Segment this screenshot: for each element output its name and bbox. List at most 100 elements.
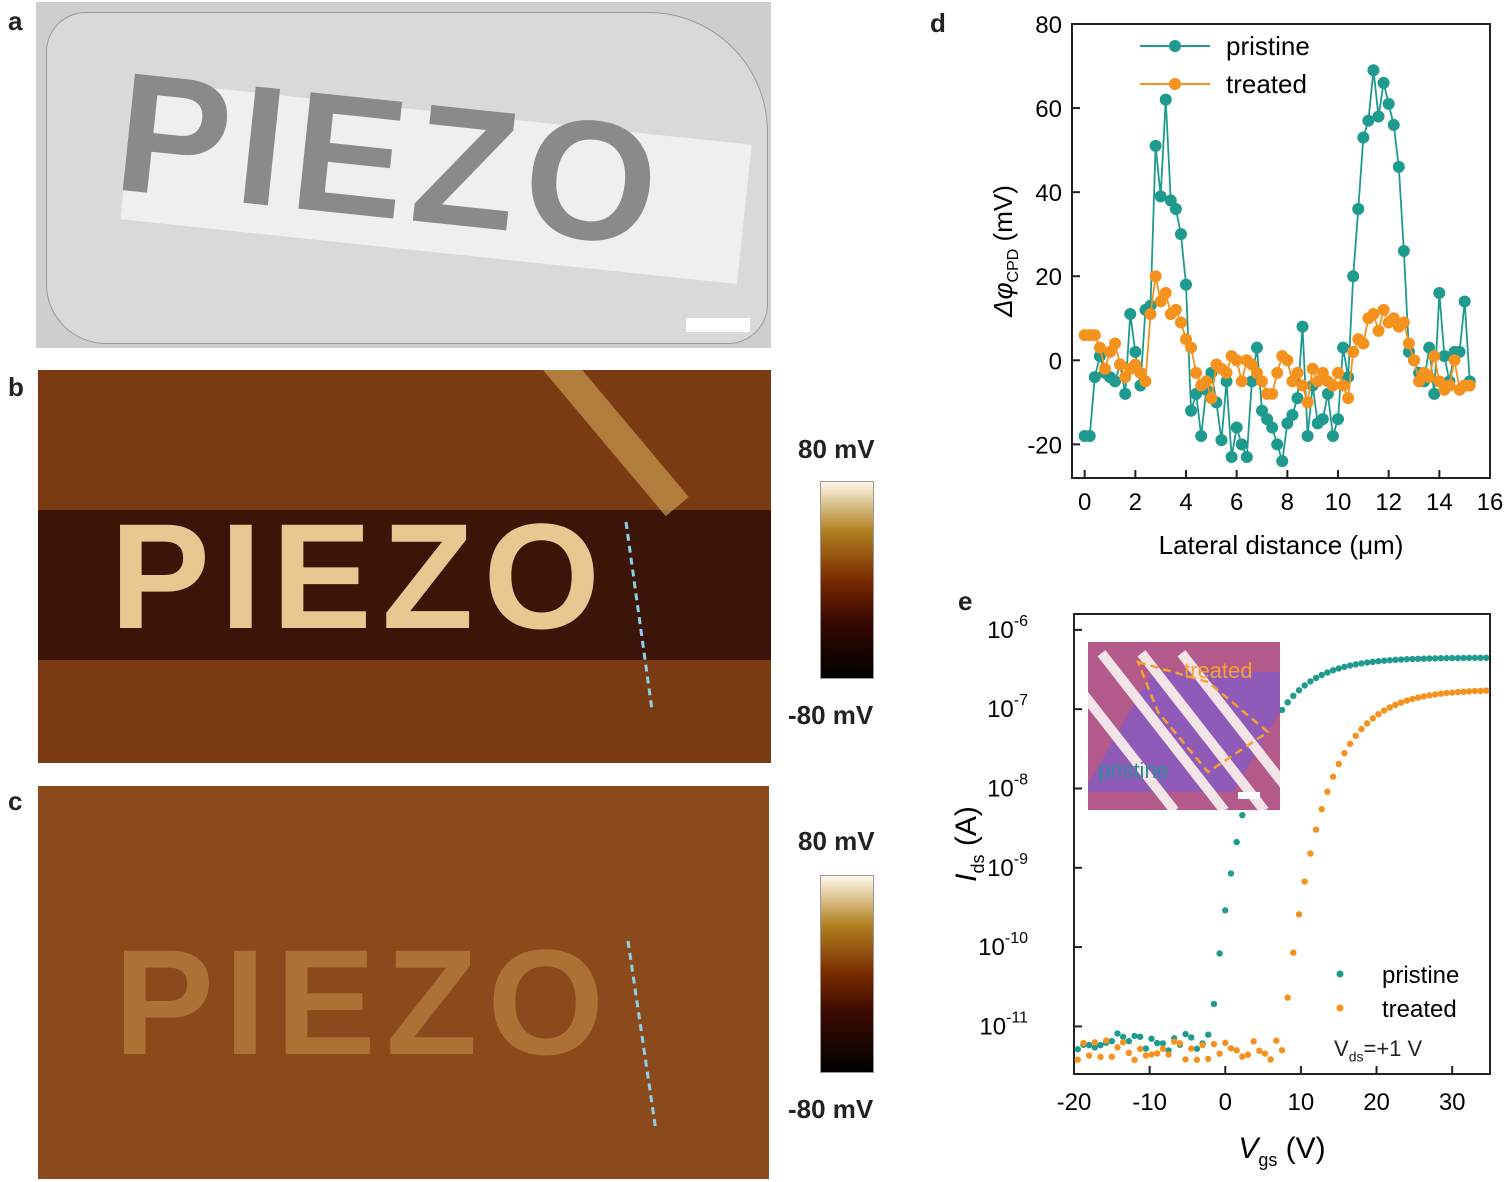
data-point-pristine: [1195, 429, 1208, 442]
data-point-pristine: [1301, 429, 1314, 442]
data-point-treated: [1149, 270, 1162, 283]
data-point-pristine: [1341, 663, 1348, 671]
data-point-treated: [1397, 699, 1405, 706]
data-point-treated: [1235, 375, 1248, 388]
data-point-treated: [1312, 826, 1320, 833]
colorbar-c: [820, 875, 874, 1073]
data-point-pristine: [1448, 654, 1456, 662]
data-point-pristine: [1159, 1040, 1167, 1047]
data-point-treated: [1454, 688, 1462, 696]
data-point-pristine: [1471, 654, 1479, 662]
data-point-treated: [1102, 1037, 1110, 1044]
data-point-treated: [1367, 308, 1380, 321]
data-point-pristine: [1431, 655, 1439, 662]
data-point-pristine: [1367, 64, 1380, 77]
y-tick-label: 10-10: [978, 930, 1028, 961]
data-point-pristine: [1091, 1044, 1098, 1051]
data-point-pristine: [1414, 655, 1422, 663]
data-point-treated: [1477, 687, 1484, 695]
y-tick-label: 10-8: [987, 771, 1028, 802]
x-tick-label: 30: [1439, 1089, 1466, 1116]
y-tick-label: 0: [1049, 348, 1062, 375]
data-point-treated: [1171, 1038, 1178, 1045]
data-point-treated: [1091, 1039, 1098, 1046]
data-point-treated: [1125, 1049, 1133, 1057]
data-point-pristine: [1271, 438, 1284, 451]
x-axis-label: Vgs (V): [1238, 1132, 1325, 1170]
data-point-treated: [1182, 1056, 1189, 1063]
data-point-pristine: [1324, 669, 1331, 676]
data-point-pristine: [1382, 97, 1395, 110]
data-point-pristine: [1409, 655, 1416, 663]
data-point-pristine: [1227, 870, 1235, 877]
data-point-pristine: [1085, 1041, 1093, 1049]
legend-label-pristine: pristine: [1382, 962, 1459, 989]
data-point-pristine: [1083, 429, 1096, 442]
legend-label-treated: treated: [1382, 996, 1457, 1023]
cbar-b-bottom: -80 mV: [788, 700, 874, 730]
data-point-treated: [1210, 1040, 1218, 1048]
data-point-treated: [1159, 1045, 1167, 1053]
data-point-pristine: [1326, 429, 1339, 442]
y-tick-label: 10-9: [987, 851, 1028, 882]
data-point-treated: [1342, 392, 1355, 405]
data-point-pristine: [1230, 421, 1243, 434]
cbar-c-bottom: -80 mV: [788, 1094, 874, 1124]
data-point-treated: [1307, 850, 1314, 857]
data-point-pristine: [1362, 114, 1375, 127]
data-point-pristine: [1454, 654, 1462, 662]
data-point-pristine: [1352, 202, 1365, 215]
x-tick-label: 6: [1230, 489, 1243, 516]
data-point-pristine: [1240, 450, 1253, 463]
data-point-pristine: [1357, 131, 1370, 144]
data-point-pristine: [1375, 658, 1382, 665]
data-point-treated: [1324, 788, 1331, 795]
x-tick-label: 2: [1129, 489, 1142, 516]
data-point-treated: [1074, 1056, 1081, 1063]
data-point-treated: [1483, 687, 1490, 694]
data-point-treated: [1357, 337, 1370, 350]
data-point-treated: [1267, 1056, 1274, 1063]
cbar-b-top: 80 mV: [798, 434, 875, 464]
data-point-pristine: [1347, 270, 1360, 283]
data-point-treated: [1318, 805, 1325, 813]
x-tick-label: 8: [1281, 489, 1294, 516]
data-point-treated: [1139, 375, 1152, 388]
data-point-pristine: [1174, 228, 1187, 241]
x-tick-label: 16: [1477, 489, 1504, 516]
data-point-pristine: [1233, 838, 1240, 846]
data-point-pristine: [1149, 139, 1162, 152]
x-tick-label: 14: [1426, 489, 1453, 516]
data-point-pristine: [1295, 687, 1303, 694]
series-line-pristine: [1084, 70, 1471, 462]
data-point-treated: [1080, 1039, 1087, 1047]
data-point-treated: [1271, 366, 1284, 379]
panel-b-letter: b: [8, 372, 24, 402]
data-point-treated: [1165, 1051, 1172, 1058]
data-point-treated: [1148, 1051, 1155, 1058]
data-point-treated: [1185, 341, 1198, 354]
data-point-treated: [1337, 379, 1350, 392]
data-point-treated: [1301, 396, 1314, 409]
data-point-treated: [1278, 1047, 1286, 1054]
profile-line-treated: [626, 940, 658, 1132]
data-point-pristine: [1225, 450, 1238, 463]
data-point-treated: [1426, 692, 1433, 699]
data-point-pristine: [1329, 667, 1337, 674]
data-point-pristine: [1097, 1041, 1104, 1049]
data-point-treated: [1220, 366, 1233, 379]
data-point-treated: [1295, 911, 1303, 918]
data-point-pristine: [1363, 659, 1371, 666]
cbar-c-top: 80 mV: [798, 826, 875, 856]
vds-label: Vds=+1 V: [1334, 1036, 1422, 1064]
data-point-pristine: [1380, 657, 1388, 664]
transfer-curve-chart: -20 -10 0 10 20 30 10-11 10-10 10-9 10-8 10-7 10-6 V…: [950, 613, 1491, 1170]
data-point-pristine: [1387, 118, 1400, 131]
data-point-treated: [1392, 701, 1399, 709]
data-point-treated: [1190, 366, 1203, 379]
data-point-treated: [1244, 1051, 1252, 1058]
x-tick-label: 12: [1375, 489, 1402, 516]
data-point-treated: [1428, 350, 1441, 363]
y-tick-label: 10-7: [987, 692, 1028, 723]
data-point-treated: [1205, 392, 1218, 405]
